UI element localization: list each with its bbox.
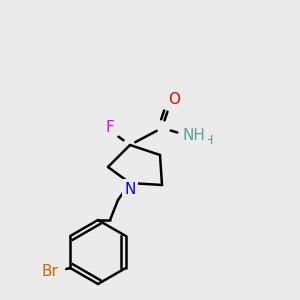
Text: NH: NH: [183, 128, 206, 142]
Text: H: H: [203, 134, 213, 146]
Text: Br: Br: [42, 263, 59, 278]
Text: O: O: [168, 92, 180, 107]
Text: N: N: [124, 182, 136, 196]
Text: F: F: [106, 121, 114, 136]
